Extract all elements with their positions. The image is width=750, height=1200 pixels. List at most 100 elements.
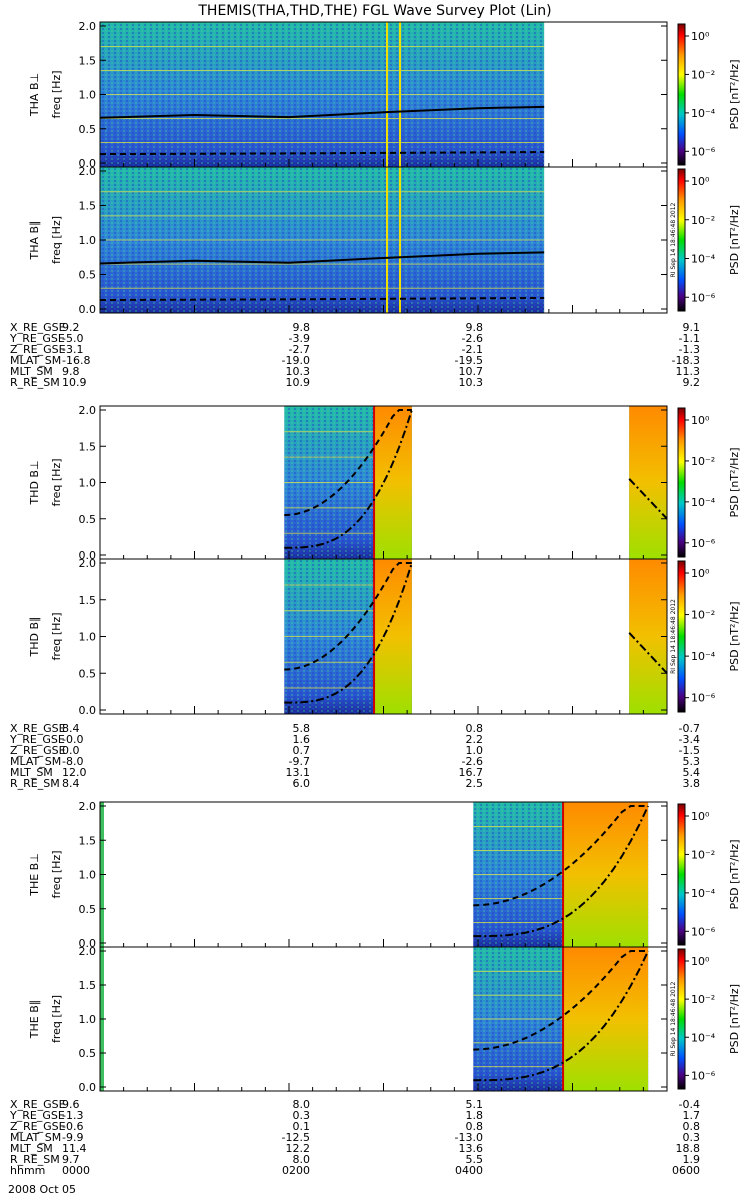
y-tick-label: 1.0 [79,477,97,490]
y-tick-label: 1.5 [79,440,97,453]
y-tick-label: 2.0 [79,945,97,958]
upper-gyro-curve [99,105,545,119]
probe-group-the: 0.0 0.5 1.0 1.5 2.0 THE B⊥ freq [Hz] 10⁰ 10⁻² 10⁻… [9,800,741,1177]
upper-curve [284,562,412,671]
ephemeris-label: Y_RE_GSE [9,1109,65,1122]
timestamp-stamp: RI Sep 14 18:46:48 2012 [670,599,677,674]
y-axis-label: THD B∥ [28,616,41,657]
spectrogram-hot [563,802,649,947]
ephemeris-value: -12.5 [282,1131,310,1144]
y-tick-label: 0.0 [79,937,97,950]
colorbar-tick-label: 10⁰ [691,175,710,188]
colorbar-tick-label: 10⁻⁴ [691,650,716,663]
y-axis-unit: freq [Hz] [50,458,63,506]
panel-thd-bpar: 0.0 0.5 1.0 1.5 2.0 THD B∥ freq [Hz] 10⁰ 10⁻² 10⁻… [28,557,741,717]
colorbar-tick-label: 10⁻² [691,455,715,468]
colorbar-label: PSD [nT²/Hz] [728,839,741,909]
ephemeris-value: -13.0 [455,1131,483,1144]
lower-curve [284,562,413,704]
ephemeris-label: MLT_SM [10,766,53,779]
ephemeris-value: 0.8 [466,1120,484,1133]
ephemeris-value: 0.8 [466,722,484,735]
ephemeris-value: -1.1 [679,332,700,345]
ephemeris-value: 10.3 [286,365,311,378]
probe-group-tha: 0.0 0.5 1.0 1.5 2.0 THA B⊥ freq [Hz] 10⁰ 10⁻² 10⁻… [9,20,741,389]
ephemeris-label: X_RE_GSE [10,321,66,334]
y-tick-label: 0.5 [79,667,97,680]
ephemeris-value: -3.4 [679,733,700,746]
ephemeris-value: 0.1 [293,1120,311,1133]
colorbar-tick-label: 10⁰ [691,30,710,43]
y-tick-label: 0.0 [79,303,97,316]
y-tick-label: 2.0 [79,557,97,570]
colorbar-tick-label: 10⁻⁴ [691,253,716,266]
ephemeris-label: Z_RE_GSE [10,744,66,757]
ephemeris-value: 8.0 [293,1098,311,1111]
spectrogram-hot [374,559,412,714]
ephemeris-label: MLT_SM [10,365,53,378]
ephemeris-value: 9.6 [62,1098,80,1111]
panel-the-bpar: 0.0 0.5 1.0 1.5 2.0 THE B∥ freq [Hz] 10⁰ 10⁻² 10⁻… [28,945,741,1094]
y-tick-label: 1.5 [79,979,97,992]
ephemeris-value: -3.9 [289,332,310,345]
ephemeris-value: 9.8 [293,321,311,334]
y-tick-label: 0.5 [79,123,97,136]
ephemeris-value: 1.7 [683,1109,701,1122]
late-curve [628,632,668,674]
y-tick-label: 1.0 [79,89,97,102]
colorbar-tick-label: 10⁰ [691,955,710,968]
y-tick-label: 2.0 [79,404,97,417]
y-tick-label: 0.5 [79,269,97,282]
ephemeris-label: MLT_SM [10,1142,53,1155]
figure-title: THEMIS(THA,THD,THE) FGL Wave Survey Plot… [197,3,551,19]
colorbar-tick-label: 10⁻⁴ [691,107,716,120]
ephemeris-value: -1.3 [62,1109,83,1122]
late-curve [628,478,668,520]
y-axis-label: THA B⊥ [28,73,41,117]
ephemeris-value: 16.7 [459,766,484,779]
ephemeris-label: MLAT_SM [10,1131,61,1144]
ephemeris-label: Y_RE_GSE [9,332,65,345]
ephemeris-value: -2.6 [462,332,483,345]
y-axis-unit: freq [Hz] [50,612,63,660]
upper-curve [473,805,649,907]
ephemeris-value: -8.0 [62,755,83,768]
colorbar-tick-label: 10⁻² [691,993,715,1006]
ephemeris-value: 13.6 [459,1142,484,1155]
panel-thd-bperp: 0.0 0.5 1.0 1.5 2.0 THD B⊥ freq [Hz] 10⁰ 10⁻² 10⁻… [28,404,741,562]
panel-tha-bpar: 0.0 0.5 1.0 1.5 2.0 THA B∥ freq [Hz] 10⁰ 10⁻² 10⁻… [28,165,741,316]
probe-group-thd: 0.0 0.5 1.0 1.5 2.0 THD B⊥ freq [Hz] 10⁰ 10⁻² 10⁻… [9,404,741,790]
colorbar-tick-label: 10⁻⁶ [691,291,716,304]
colorbar-label: PSD [nT²/Hz] [728,59,741,129]
colorbar-label: PSD [nT²/Hz] [728,601,741,671]
colorbar-label: PSD [nT²/Hz] [728,205,741,275]
y-tick-label: 1.0 [79,234,97,247]
y-axis-unit: freq [Hz] [50,70,63,118]
ephemeris-value: 9.2 [683,376,701,389]
colorbar-tick-label: 10⁻⁶ [691,537,716,550]
ephemeris-value: 8.4 [62,722,80,735]
ephemeris-label: Z_RE_GSE [10,1120,66,1133]
y-tick-label: 0.0 [79,704,97,717]
ephemeris-value: 5.5 [466,1153,484,1166]
y-tick-label: 1.5 [79,834,97,847]
ephemeris-value: 5.8 [293,722,311,735]
ephemeris-value: 10.3 [459,376,484,389]
colorbar-tick-label: 10⁻² [691,68,715,81]
ephemeris-value: -9.7 [289,755,310,768]
y-tick-label: 1.0 [79,1013,97,1026]
y-axis-unit: freq [Hz] [50,995,63,1043]
ephemeris-value: 5.3 [683,755,701,768]
y-tick-label: 0.5 [79,513,97,526]
y-tick-label: 2.0 [79,165,97,178]
colorbar-tick-label: 10⁻⁶ [691,692,716,705]
y-tick-label: 1.5 [79,54,97,67]
ephemeris-value: 8.0 [293,1153,311,1166]
ephemeris-value: 12.2 [286,1142,311,1155]
ephemeris-value: -1.5 [679,744,700,757]
y-tick-label: 0.5 [79,903,97,916]
colorbar-tick-label: 10⁰ [691,567,710,580]
